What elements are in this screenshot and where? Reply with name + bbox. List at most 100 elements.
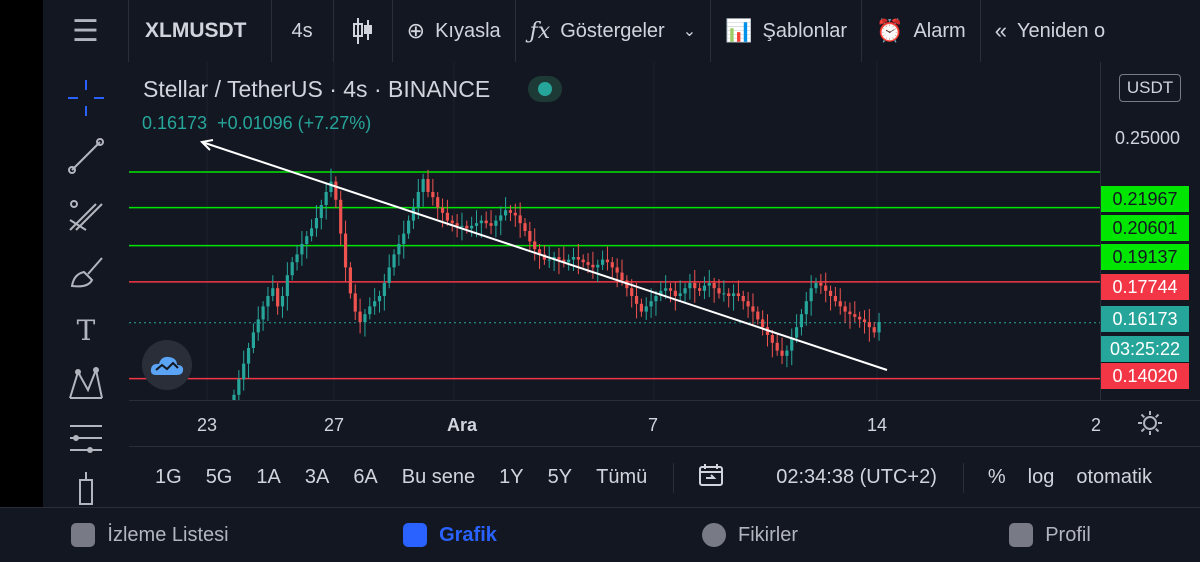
candle-body xyxy=(751,306,755,312)
candle-body xyxy=(290,262,294,276)
top-toolbar: ☰ XLMUSDT 4s ⊕ Kıyasla ƒx Göstergeler ⌄ 📊 Şa… xyxy=(43,0,1200,63)
candle-body xyxy=(862,319,867,322)
range-ytd[interactable]: Bu sene xyxy=(401,466,476,488)
candle-body xyxy=(659,290,663,296)
candle-body xyxy=(571,257,576,260)
range-1m[interactable]: 1A xyxy=(256,466,281,488)
candle-body xyxy=(673,290,677,296)
candle-body xyxy=(256,319,260,333)
time-tick: 23 xyxy=(197,415,218,435)
replay-button[interactable]: « Yeniden o xyxy=(981,0,1120,62)
chart-settings-button[interactable] xyxy=(1137,410,1163,441)
compare-button[interactable]: ⊕ Kıyasla xyxy=(393,0,516,62)
text-tool[interactable]: T xyxy=(61,308,111,352)
crosshair-icon xyxy=(68,80,104,116)
fib-tool[interactable] xyxy=(61,192,111,236)
divider xyxy=(673,462,675,493)
candle-body xyxy=(581,259,585,263)
percent-scale-toggle[interactable]: % xyxy=(987,466,1006,488)
calendar-arrow-icon xyxy=(699,463,724,486)
pattern-icon xyxy=(69,366,103,399)
candle-body xyxy=(780,350,784,356)
candle-body xyxy=(877,322,881,333)
candle-body xyxy=(537,249,542,255)
countdown-label: 03:25:22 xyxy=(1101,336,1189,362)
legend-title: Stellar / TetherUS · 4s · BINANCE xyxy=(143,76,491,102)
range-3m[interactable]: 3A xyxy=(304,466,330,488)
interval-button[interactable]: 4s xyxy=(272,0,334,62)
go-to-date-button[interactable] xyxy=(698,463,724,493)
chart-icon xyxy=(403,523,428,547)
candle-body xyxy=(761,319,765,328)
chart-type-button[interactable] xyxy=(334,0,393,62)
candle-body xyxy=(848,311,852,315)
range-1y[interactable]: 1Y xyxy=(499,466,524,488)
candle-body xyxy=(479,220,483,224)
candle-body xyxy=(795,327,799,338)
replay-label: Yeniden o xyxy=(1016,19,1106,42)
currency-button[interactable]: USDT xyxy=(1119,74,1181,102)
candle-body xyxy=(426,179,430,192)
nav-profile[interactable]: Profil xyxy=(900,523,1200,547)
candle-body xyxy=(853,314,857,317)
alarm-button[interactable]: ⏰ Alarm xyxy=(862,0,981,62)
time-axis[interactable]: 23 27 Ara 7 14 2 xyxy=(129,400,1200,447)
candle-body xyxy=(576,257,580,260)
range-5d[interactable]: 5G xyxy=(205,466,233,488)
candle-body xyxy=(397,244,401,255)
function-icon: ƒx xyxy=(529,18,551,44)
market-status-icon[interactable] xyxy=(528,76,562,102)
crosshair-tool[interactable] xyxy=(61,76,111,120)
candle-body xyxy=(562,259,566,263)
brush-tool[interactable] xyxy=(61,250,111,294)
ideas-cloud-button[interactable] xyxy=(142,340,192,390)
symbol-search-button[interactable]: XLMUSDT xyxy=(129,0,272,62)
chart-pane[interactable] xyxy=(129,62,1100,400)
text-icon: T xyxy=(76,313,96,347)
candle-body xyxy=(431,192,435,198)
menu-button[interactable]: ☰ xyxy=(43,0,129,62)
clock-timezone-button[interactable]: 02:34:38 (UTC+2) xyxy=(776,466,937,488)
price-label-level-5: 0.14020 xyxy=(1101,363,1189,389)
candle-body xyxy=(343,233,348,268)
candle-body xyxy=(242,363,246,380)
candle-body xyxy=(300,244,304,255)
log-scale-toggle[interactable]: log xyxy=(1027,466,1055,488)
nav-ideas[interactable]: Fikirler xyxy=(600,523,900,547)
trendline-tool[interactable] xyxy=(61,134,111,178)
eraser-tool[interactable] xyxy=(61,470,111,506)
range-toolbar: 1G 5G 1A 3A 6A Bu sene 1Y 5Y Tümü 02:34:… xyxy=(129,446,1200,508)
candle-body xyxy=(329,181,333,192)
nav-watchlist[interactable]: İzleme Listesi xyxy=(0,523,300,547)
candle-body xyxy=(436,197,440,208)
pattern-tool[interactable] xyxy=(61,362,111,406)
candle-body xyxy=(707,283,711,286)
candle-body xyxy=(843,306,847,312)
candle-body xyxy=(440,207,445,213)
trendline-drawing xyxy=(201,141,888,371)
candle-body xyxy=(790,337,794,351)
templates-button[interactable]: 📊 Şablonlar xyxy=(711,0,863,62)
candle-body xyxy=(630,288,634,296)
range-6m[interactable]: 6A xyxy=(353,466,378,488)
trendline-icon xyxy=(68,138,104,174)
candle-body xyxy=(314,218,319,229)
range-5y[interactable]: 5Y xyxy=(547,466,573,488)
measure-tool[interactable] xyxy=(61,416,111,460)
candle-body xyxy=(324,192,328,205)
gear-icon xyxy=(1138,411,1162,435)
candle-body xyxy=(484,220,488,224)
candlestick-chart[interactable] xyxy=(129,62,1100,400)
range-all[interactable]: Tümü xyxy=(596,466,648,488)
nav-watchlist-label: İzleme Listesi xyxy=(107,523,229,546)
auto-scale-toggle[interactable]: otomatik xyxy=(1076,466,1152,488)
time-tick: Ara xyxy=(447,415,478,435)
candle-body xyxy=(615,267,619,273)
indicators-label: Göstergeler xyxy=(560,19,665,42)
indicators-button[interactable]: ƒx Göstergeler ⌄ xyxy=(516,0,712,62)
nav-chart[interactable]: Grafik xyxy=(300,523,600,547)
range-1d[interactable]: 1G xyxy=(155,466,182,488)
candle-body xyxy=(664,288,668,291)
candle-body xyxy=(382,283,386,296)
templates-label: Şablonlar xyxy=(762,19,848,42)
